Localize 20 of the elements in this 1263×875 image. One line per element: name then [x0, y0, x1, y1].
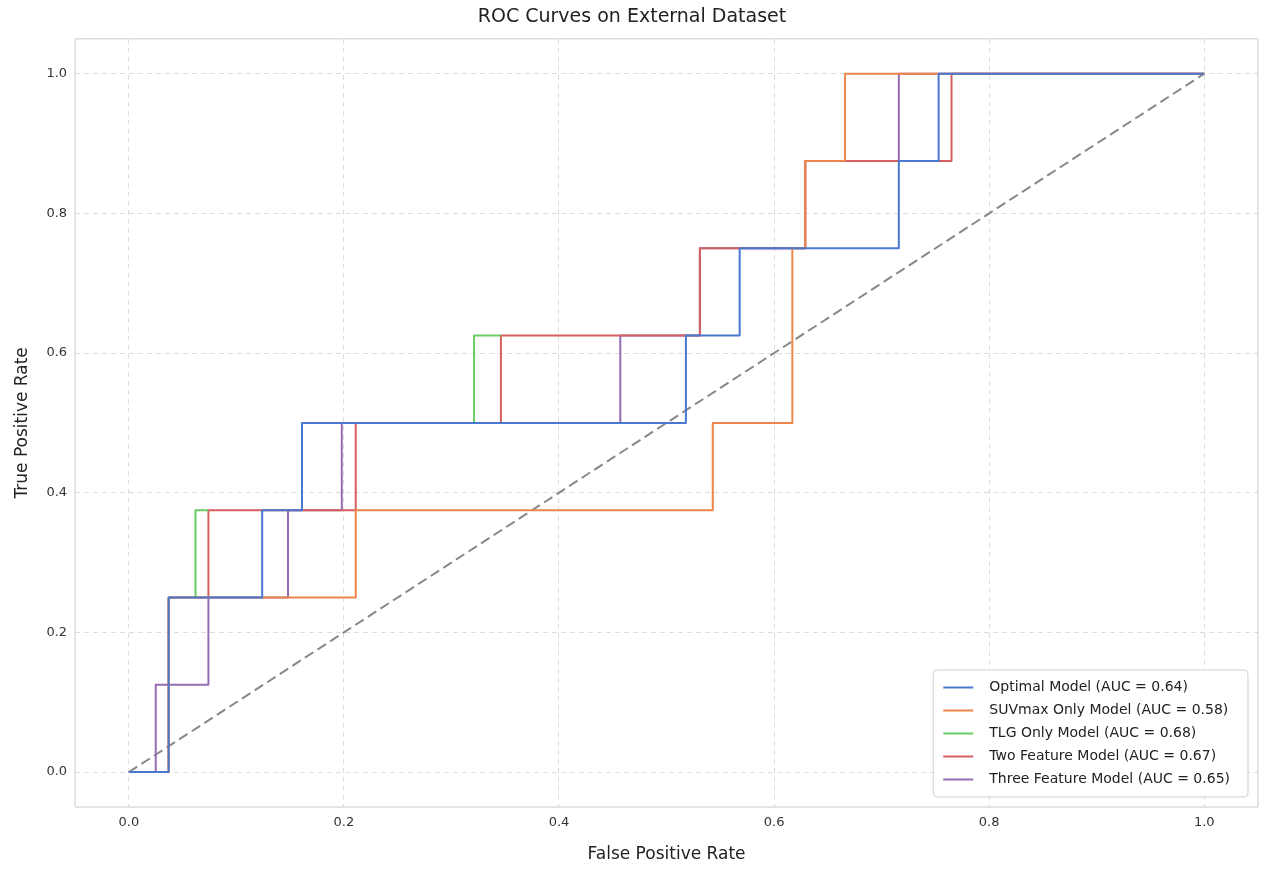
x-tick-label: 1.0: [1193, 814, 1215, 830]
y-tick-label: 0.0: [46, 763, 68, 779]
legend-label: Optimal Model (AUC = 0.64): [989, 678, 1188, 695]
x-tick-label: 0.2: [333, 814, 355, 830]
y-axis-title: True Positive Rate: [10, 347, 31, 500]
chart-title: ROC Curves on External Dataset: [477, 4, 787, 27]
legend-label: TLG Only Model (AUC = 0.68): [988, 724, 1197, 741]
x-tick-label: 0.4: [548, 814, 570, 830]
legend-label: SUVmax Only Model (AUC = 0.58): [989, 701, 1229, 718]
x-tick-label: 0.0: [118, 814, 140, 830]
x-axis-title: False Positive Rate: [587, 843, 746, 864]
y-tick-label: 0.8: [46, 204, 68, 220]
legend-label: Two Feature Model (AUC = 0.67): [988, 747, 1217, 764]
legend-label: Three Feature Model (AUC = 0.65): [988, 770, 1230, 787]
x-tick-label: 0.6: [763, 814, 785, 830]
y-tick-label: 1.0: [46, 65, 68, 81]
y-tick-label: 0.6: [46, 344, 68, 360]
y-tick-label: 0.2: [46, 623, 68, 639]
x-tick-label: 0.8: [978, 814, 1000, 830]
y-tick-label: 0.4: [46, 484, 68, 500]
